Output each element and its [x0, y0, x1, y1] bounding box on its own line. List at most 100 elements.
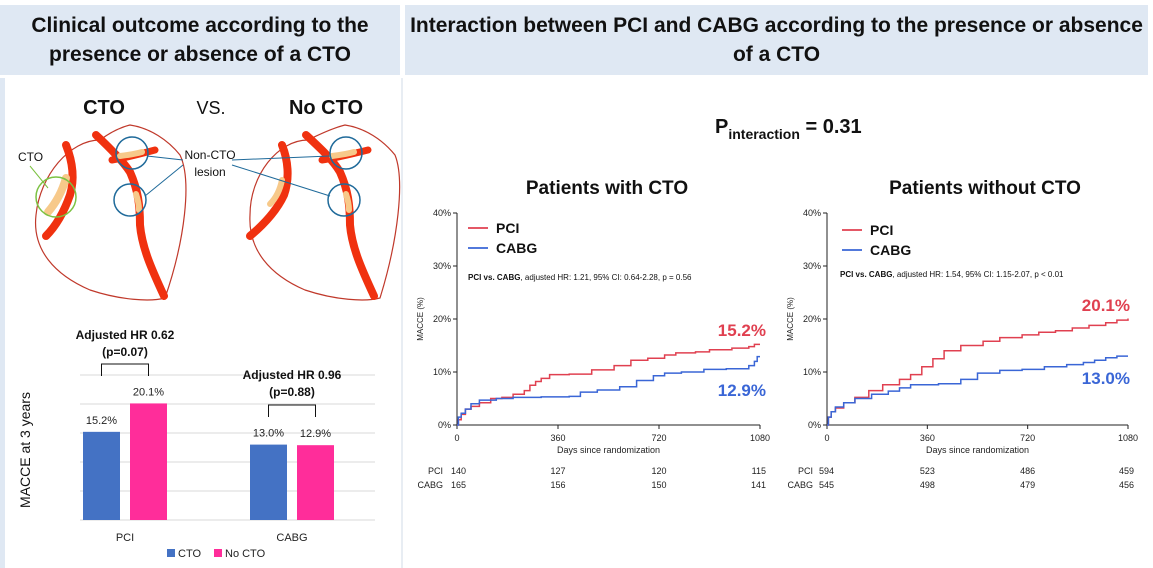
cto-callout-line [29, 165, 49, 189]
at-risk-row-label: CABG [787, 480, 813, 490]
km-stats-bold: PCI vs. CABG [840, 270, 892, 279]
cto-heading: CTO [83, 97, 125, 119]
non-cto-callout-line-3 [231, 155, 331, 161]
km-y-axis-label: MACCE (%) [786, 297, 795, 341]
left-accent-bar [0, 78, 5, 568]
bar-category-label: PCI [116, 532, 134, 544]
km-title: Patients with CTO [526, 178, 688, 199]
at-risk-value: 459 [1119, 466, 1134, 476]
at-risk-value: 498 [920, 480, 935, 490]
at-risk-value: 115 [752, 466, 766, 476]
hr-annotation-line2: (p=0.07) [102, 345, 148, 359]
km-stats-rest: , adjusted HR: 1.54, 95% CI: 1.15-2.07, … [892, 270, 1064, 279]
hr-annotation-line1: Adjusted HR 0.96 [243, 368, 342, 382]
km-x-tick-label: 360 [920, 433, 935, 443]
at-risk-value: 140 [451, 466, 466, 476]
cto-lesion [44, 174, 70, 216]
vessel-rca-no-cto [246, 141, 292, 240]
legend-label-no-cto: No CTO [225, 548, 266, 560]
vs-label: VS. [196, 98, 225, 118]
bar-cto-cabg [250, 444, 287, 520]
hr-bracket [101, 363, 149, 376]
lesion-2-cto [133, 191, 142, 213]
panel-divider [401, 78, 403, 568]
at-risk-value: 120 [651, 466, 666, 476]
km-stats-rest: , adjusted HR: 1.21, 95% CI: 0.64-2.28, … [520, 273, 692, 282]
km-x-tick-label: 0 [454, 433, 459, 443]
at-risk-value: 141 [751, 480, 766, 490]
km-y-tick-label: 0% [808, 420, 821, 430]
km-chart-without-cto: Patients without CTO 0% 10% 20% 30% 40% 0 360 72… [786, 178, 1138, 490]
km-x-tick-label: 1080 [1118, 433, 1138, 443]
non-cto-callout-line-2 [144, 164, 184, 197]
km-y-tick-label: 20% [433, 314, 451, 324]
heart-diagram-no-cto [246, 124, 401, 301]
at-risk-value: 156 [550, 480, 565, 490]
km-stats-text: PCI vs. CABG, adjusted HR: 1.21, 95% CI:… [468, 273, 692, 282]
non-cto-callout-line2: lesion [194, 165, 225, 179]
bar-data-label: 13.0% [253, 428, 284, 440]
non-cto-circle-2-no-cto [327, 183, 361, 217]
non-cto-callout-line1: Non-CTO [184, 148, 235, 162]
bar-category-label: CABG [276, 532, 307, 544]
km-title: Patients without CTO [889, 178, 1081, 199]
km-legend-label-pci: PCI [496, 220, 519, 236]
heart-diagram-cto [34, 124, 187, 301]
non-cto-callout-line-4 [231, 164, 331, 197]
at-risk-value: 165 [451, 480, 466, 490]
km-stats-bold: PCI vs. CABG [468, 273, 520, 282]
at-risk-row-label: PCI [428, 466, 443, 476]
lesion-1-no-cto [329, 149, 357, 159]
bar-data-label: 15.2% [86, 415, 117, 427]
km-x-tick-label: 720 [651, 433, 666, 443]
at-risk-value: 479 [1020, 480, 1035, 490]
km-y-tick-label: 10% [803, 367, 821, 377]
at-risk-value: 486 [1020, 466, 1035, 476]
bar-y-axis-label: MACCE at 3 years [17, 392, 33, 508]
km-legend-label-pci: PCI [870, 222, 893, 238]
at-risk-value: 545 [819, 480, 834, 490]
km-y-tick-label: 30% [803, 261, 821, 271]
non-cto-circle-1-cto [115, 136, 149, 170]
hr-annotation-line1: Adjusted HR 0.62 [76, 328, 175, 342]
km-final-label-cabg: 13.0% [1082, 369, 1130, 388]
km-final-label-pci: 20.1% [1082, 296, 1130, 315]
p-interaction: Pinteraction = 0.31 [715, 116, 862, 142]
heart-outline-no-cto [249, 124, 401, 301]
km-x-tick-label: 1080 [750, 433, 770, 443]
lesion-rca-no-cto [267, 177, 285, 207]
km-x-axis-label: Days since randomization [557, 445, 660, 455]
km-x-axis-label: Days since randomization [926, 445, 1029, 455]
km-x-tick-label: 360 [550, 433, 565, 443]
hr-annotation-line2: (p=0.88) [269, 385, 315, 399]
at-risk-value: 523 [920, 466, 935, 476]
legend-swatch-no-cto [214, 549, 222, 557]
bar-data-label: 20.1% [133, 386, 164, 398]
non-cto-callout-line-1 [146, 155, 184, 161]
km-legend-label-cabg: CABG [496, 240, 537, 256]
legend-label-cto: CTO [178, 548, 201, 560]
at-risk-row-label: CABG [417, 480, 443, 490]
km-curve-cabg [457, 355, 760, 426]
at-risk-value: 150 [651, 480, 666, 490]
vessel-rca-cto [42, 141, 77, 240]
km-curve-pci [457, 343, 760, 426]
non-cto-circle-2-cto [113, 183, 147, 217]
km-y-tick-label: 40% [433, 208, 451, 218]
cto-circle [35, 176, 77, 218]
bar-no-cto-cabg [297, 445, 334, 520]
km-final-label-cabg: 12.9% [718, 381, 766, 400]
km-x-tick-label: 720 [1020, 433, 1035, 443]
lesion-1-cto [117, 149, 145, 159]
hr-bracket [268, 404, 316, 417]
km-chart-with-cto: Patients with CTO 0% 10% 20% 30% 40% 0 360 720 10… [416, 178, 770, 490]
no-cto-heading: No CTO [289, 97, 363, 119]
km-final-label-pci: 15.2% [718, 321, 766, 340]
lesion-2-no-cto [343, 191, 352, 213]
bar-cto-pci [83, 431, 120, 520]
km-y-tick-label: 30% [433, 261, 451, 271]
km-legend-label-cabg: CABG [870, 242, 911, 258]
cto-callout-label: CTO [18, 150, 43, 164]
km-y-tick-label: 40% [803, 208, 821, 218]
